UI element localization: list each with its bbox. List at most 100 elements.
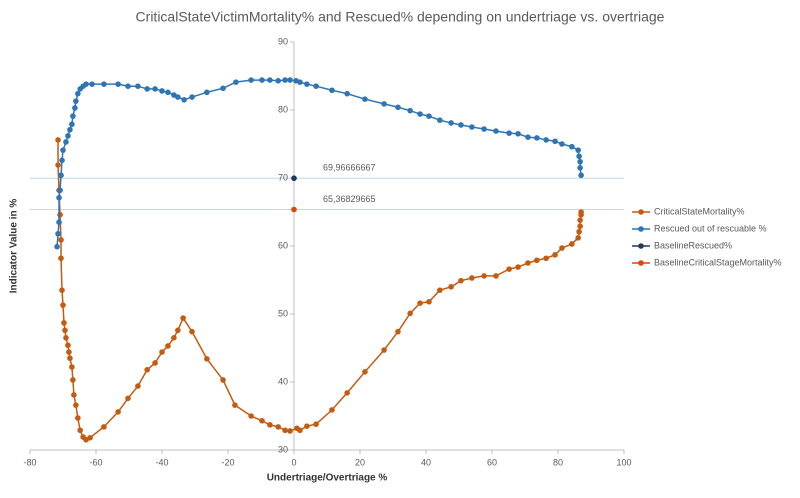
point xyxy=(232,402,238,408)
legend-marker xyxy=(638,226,644,232)
point xyxy=(73,402,79,408)
point xyxy=(291,175,297,182)
point xyxy=(89,81,95,87)
point xyxy=(67,355,73,362)
point xyxy=(165,343,171,349)
point xyxy=(65,133,71,139)
x-axis-title: Undertriage/Overtriage % xyxy=(267,473,388,484)
y-tick-label: 90 xyxy=(278,36,288,46)
point xyxy=(55,137,61,143)
point xyxy=(54,243,60,250)
point xyxy=(493,128,499,134)
point xyxy=(407,310,413,317)
point xyxy=(559,245,565,251)
point xyxy=(267,422,273,428)
point xyxy=(304,81,310,87)
point xyxy=(578,209,584,215)
x-tick-label: -60 xyxy=(89,457,102,467)
x-tick-label: 40 xyxy=(421,457,431,467)
y-tick-label: 40 xyxy=(278,376,288,386)
point xyxy=(552,138,558,145)
point xyxy=(437,117,443,123)
data-label: 65,36829665 xyxy=(323,194,376,204)
y-tick-label: 70 xyxy=(278,172,288,182)
point xyxy=(543,137,549,143)
point xyxy=(55,162,61,168)
point xyxy=(297,427,303,434)
point xyxy=(515,264,521,270)
point xyxy=(304,423,310,430)
x-tick-label: 80 xyxy=(553,457,563,467)
point xyxy=(313,83,319,89)
point xyxy=(61,320,67,326)
point xyxy=(469,124,475,130)
y-tick-label: 50 xyxy=(278,308,288,318)
x-tick-label: 100 xyxy=(616,457,631,467)
x-tick-label: 20 xyxy=(355,457,365,467)
point xyxy=(577,165,583,171)
point xyxy=(69,121,75,128)
point xyxy=(362,369,368,375)
point xyxy=(417,300,423,306)
point xyxy=(577,158,583,165)
legend-marker xyxy=(638,209,644,215)
point xyxy=(189,328,195,335)
point xyxy=(75,415,81,421)
point xyxy=(67,126,73,133)
point xyxy=(181,97,187,103)
point xyxy=(175,327,181,334)
point xyxy=(469,275,475,281)
point xyxy=(407,107,413,114)
series-line xyxy=(57,139,582,441)
point xyxy=(481,126,487,132)
legend-label: BaselineCriticalStageMortality% xyxy=(654,257,782,267)
point xyxy=(60,147,66,153)
point xyxy=(576,153,582,160)
point xyxy=(180,315,186,321)
point xyxy=(578,172,584,179)
point xyxy=(559,141,565,147)
point xyxy=(220,85,226,92)
point xyxy=(159,88,165,94)
point xyxy=(57,211,63,218)
point xyxy=(83,81,89,87)
point xyxy=(481,273,487,279)
point xyxy=(344,90,350,97)
point xyxy=(297,79,303,85)
point xyxy=(525,134,531,140)
point xyxy=(275,424,281,430)
point xyxy=(493,273,499,279)
point xyxy=(57,187,63,194)
point xyxy=(58,172,64,179)
legend-label: Rescued out of rescuable % xyxy=(654,223,767,233)
point xyxy=(135,383,141,389)
point xyxy=(534,257,540,264)
point xyxy=(267,77,273,83)
point xyxy=(275,77,281,84)
y-axis-title: Indicator Value in % xyxy=(9,199,20,294)
point xyxy=(189,94,195,100)
point xyxy=(344,390,350,396)
point xyxy=(87,434,93,441)
y-tick-label: 30 xyxy=(278,444,288,454)
point xyxy=(569,143,575,150)
point xyxy=(248,413,254,419)
point xyxy=(70,377,76,383)
point xyxy=(458,122,464,128)
point xyxy=(248,77,254,83)
point xyxy=(287,428,293,434)
point xyxy=(575,235,581,241)
point xyxy=(417,111,423,117)
point xyxy=(506,130,512,136)
point xyxy=(159,349,165,355)
legend-marker xyxy=(638,260,644,266)
point xyxy=(259,77,265,83)
point xyxy=(426,113,432,119)
point xyxy=(66,349,72,355)
point xyxy=(56,219,62,225)
point xyxy=(543,255,549,262)
point xyxy=(165,89,171,96)
point xyxy=(313,421,319,427)
point xyxy=(101,81,107,87)
